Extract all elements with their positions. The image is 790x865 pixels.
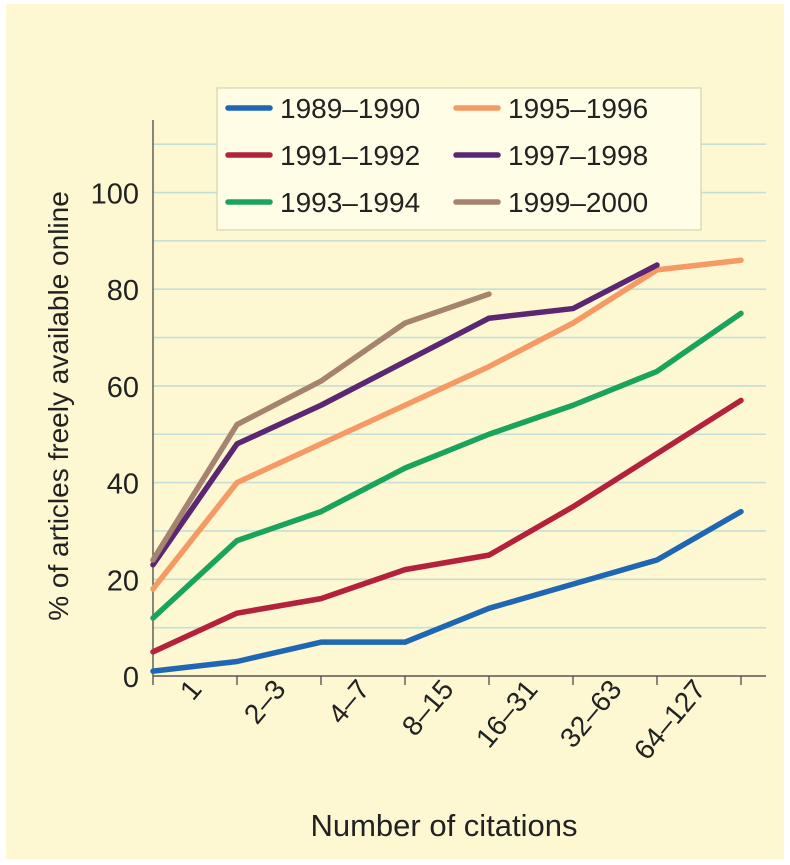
series-line <box>150 262 660 568</box>
y-tick-label: 80 <box>107 275 139 307</box>
y-tick-label: 0 <box>123 662 139 694</box>
x-tick-label: 16–31 <box>470 674 544 754</box>
series-line <box>150 508 744 674</box>
series-line <box>150 257 744 592</box>
legend: 1989–1990 1991–1992 1993–1994 1995–1996 1997… <box>216 87 702 231</box>
y-tick-label: 40 <box>107 469 139 501</box>
series-layer <box>150 257 744 674</box>
legend-label: 1995–1996 <box>508 93 648 124</box>
x-tick-label: 2–3 <box>238 674 292 730</box>
x-tick-label: 64–127 <box>628 674 712 766</box>
legend-label: 1989–1990 <box>280 93 420 124</box>
y-tick-label: 20 <box>107 565 139 597</box>
legend-box <box>216 87 702 231</box>
x-tick-label: 4–7 <box>322 674 376 730</box>
legend-label: 1993–1994 <box>280 187 420 218</box>
legend-label: 1991–1992 <box>280 140 420 171</box>
y-axis-label: % of articles freely available online <box>43 191 74 621</box>
series-line <box>150 397 744 655</box>
y-tick-label: 100 <box>91 179 139 211</box>
legend-label: 1999–2000 <box>508 187 648 218</box>
legend-label: 1997–1998 <box>508 140 648 171</box>
x-axis-label: Number of citations <box>310 808 577 843</box>
x-tick-label: 1 <box>174 674 208 706</box>
x-tick-label: 32–63 <box>554 674 628 754</box>
chart-frame: 0 20 40 60 80 100 1 2–3 4–7 8–15 16–31 32–63 64–127 … <box>6 4 784 859</box>
series-line <box>150 310 744 621</box>
y-tick-label: 60 <box>107 372 139 404</box>
series-line <box>150 291 492 563</box>
